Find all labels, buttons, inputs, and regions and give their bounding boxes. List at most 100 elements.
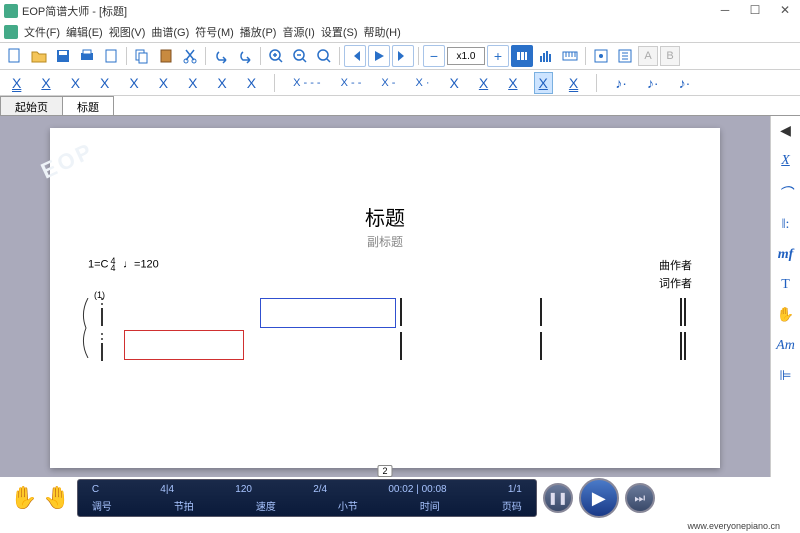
menu-score[interactable]: 曲谱(G) (151, 24, 189, 40)
menu-view[interactable]: 视图(V) (109, 24, 146, 40)
separator (418, 47, 419, 65)
sheet-title[interactable]: 标题 (50, 202, 720, 231)
note-btn-2[interactable]: X (67, 73, 84, 93)
side-chord-button[interactable]: Am (776, 338, 795, 354)
prev-button[interactable] (344, 45, 366, 67)
zoom-in-button[interactable] (265, 45, 287, 67)
staff-system[interactable]: (1) (80, 298, 692, 368)
minimize-button[interactable]: ─ (710, 0, 740, 20)
minus-button[interactable]: − (423, 45, 445, 67)
tool2-button[interactable] (614, 45, 636, 67)
system-bracket (80, 298, 90, 358)
note-btn-16[interactable]: X (534, 72, 553, 94)
note-btn-12[interactable]: X · (411, 75, 433, 91)
label-tempo: 速度 (256, 498, 276, 513)
titlebar: EOP简谱大师 - [标题] ─ ☐ ✕ (0, 0, 800, 22)
sheet-subtitle[interactable]: 副标题 (50, 233, 720, 250)
note-btn-7[interactable]: X (213, 73, 230, 93)
open-button[interactable] (28, 45, 50, 67)
menu-symbol[interactable]: 符号(M) (195, 24, 234, 40)
main-toolbar: − x1.0 + A B (0, 42, 800, 70)
note-btn-10[interactable]: X - - (337, 75, 366, 91)
menu-sound[interactable]: 音源(I) (282, 24, 314, 40)
zoom-fit-button[interactable] (313, 45, 335, 67)
selection-box-blue[interactable] (260, 298, 396, 328)
save-button[interactable] (52, 45, 74, 67)
collapse-icon[interactable]: ◀ (780, 122, 791, 139)
separator (596, 74, 597, 92)
close-button[interactable]: ✕ (770, 0, 800, 20)
note-btn-9[interactable]: X - - - (289, 75, 325, 91)
redo-button[interactable] (234, 45, 256, 67)
keyboard-button[interactable] (559, 45, 581, 67)
key-tempo[interactable]: 1=C44 ♩=120 (88, 258, 159, 272)
menubar: 文件(F) 编辑(E) 视图(V) 曲谱(G) 符号(M) 播放(P) 音源(I… (0, 22, 800, 42)
print-button[interactable] (76, 45, 98, 67)
mode-a-button[interactable]: A (638, 46, 658, 66)
zoom-out-button[interactable] (289, 45, 311, 67)
note-btn-20[interactable]: ♪· (675, 73, 695, 93)
label-page: 页码 (502, 498, 522, 513)
composer: 曲作者 (659, 258, 692, 276)
menu-play[interactable]: 播放(P) (240, 24, 277, 40)
note-btn-8[interactable]: X (243, 73, 260, 93)
maximize-button[interactable]: ☐ (740, 0, 770, 20)
note-btn-3[interactable]: X (96, 73, 113, 93)
barline (400, 298, 402, 326)
note-btn-14[interactable]: X (475, 73, 492, 93)
side-dynamics-button[interactable]: mf (778, 247, 794, 263)
menu-help[interactable]: 帮助(H) (364, 24, 401, 40)
note-btn-6[interactable]: X (184, 73, 201, 93)
zoom-display[interactable]: x1.0 (447, 47, 485, 65)
cut-button[interactable] (179, 45, 201, 67)
note-btn-0[interactable]: X (8, 73, 25, 93)
menu-file[interactable]: 文件(F) (24, 24, 60, 40)
tab-start[interactable]: 起始页 (0, 96, 63, 115)
note-btn-15[interactable]: X (504, 73, 521, 93)
barline (540, 332, 542, 360)
info-time: 4|4 (160, 484, 174, 495)
side-note-button[interactable]: X (781, 153, 790, 169)
view1-button[interactable] (511, 45, 533, 67)
new-button[interactable] (4, 45, 26, 67)
eq-button[interactable] (535, 45, 557, 67)
tab-title[interactable]: 标题 (62, 96, 114, 115)
authors[interactable]: 曲作者 词作者 (659, 258, 692, 293)
right-hand-icon[interactable]: ✋ (43, 485, 70, 511)
note-btn-19[interactable]: ♪· (643, 73, 663, 93)
separator (126, 47, 127, 65)
menu-edit[interactable]: 编辑(E) (66, 24, 103, 40)
copy-button[interactable] (131, 45, 153, 67)
note-btn-18[interactable]: ♪· (611, 73, 631, 93)
next-button[interactable] (392, 45, 414, 67)
tool1-button[interactable] (590, 45, 612, 67)
document-tabs: 起始页 标题 (0, 96, 800, 116)
side-text-button[interactable]: T (781, 277, 790, 293)
menu-settings[interactable]: 设置(S) (321, 24, 358, 40)
side-slur-button[interactable]: ⌒ (779, 183, 793, 203)
player-next-button[interactable]: ⏭ (625, 483, 655, 513)
note-btn-5[interactable]: X (155, 73, 172, 93)
side-align-button[interactable]: ⊫ (779, 368, 791, 385)
paste-button[interactable] (155, 45, 177, 67)
selection-box-red[interactable] (124, 330, 244, 360)
player-play-button[interactable]: ▶ (579, 478, 619, 518)
side-hand-button[interactable]: ✋ (777, 307, 794, 324)
plus-button[interactable]: + (487, 45, 509, 67)
note-btn-11[interactable]: X - (377, 75, 399, 91)
play-button[interactable] (368, 45, 390, 67)
left-hand-icon[interactable]: ✋ (10, 485, 37, 511)
perc-clef-icon (98, 296, 106, 362)
mode-b-button[interactable]: B (660, 46, 680, 66)
note-btn-1[interactable]: X (37, 73, 54, 93)
note-btn-17[interactable]: X (565, 73, 582, 93)
player-pause-button[interactable]: ❚❚ (543, 483, 573, 513)
undo-button[interactable] (210, 45, 232, 67)
side-repeat-button[interactable]: ‖: (782, 217, 790, 233)
info-tempo: 120 (235, 484, 252, 495)
note-btn-4[interactable]: X (125, 73, 142, 93)
info-bars: 2/4 (313, 484, 327, 495)
doc-button[interactable] (100, 45, 122, 67)
note-btn-13[interactable]: X (446, 73, 463, 93)
sheet-page[interactable]: EOP 标题 副标题 1=C44 ♩=120 曲作者 词作者 (1) 2 (50, 128, 720, 468)
